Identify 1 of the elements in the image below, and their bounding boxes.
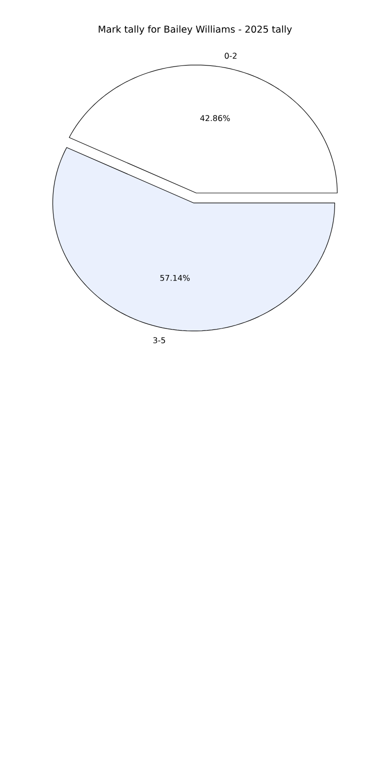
chart-title: Mark tally for Bailey Williams - 2025 tally [98,25,292,35]
